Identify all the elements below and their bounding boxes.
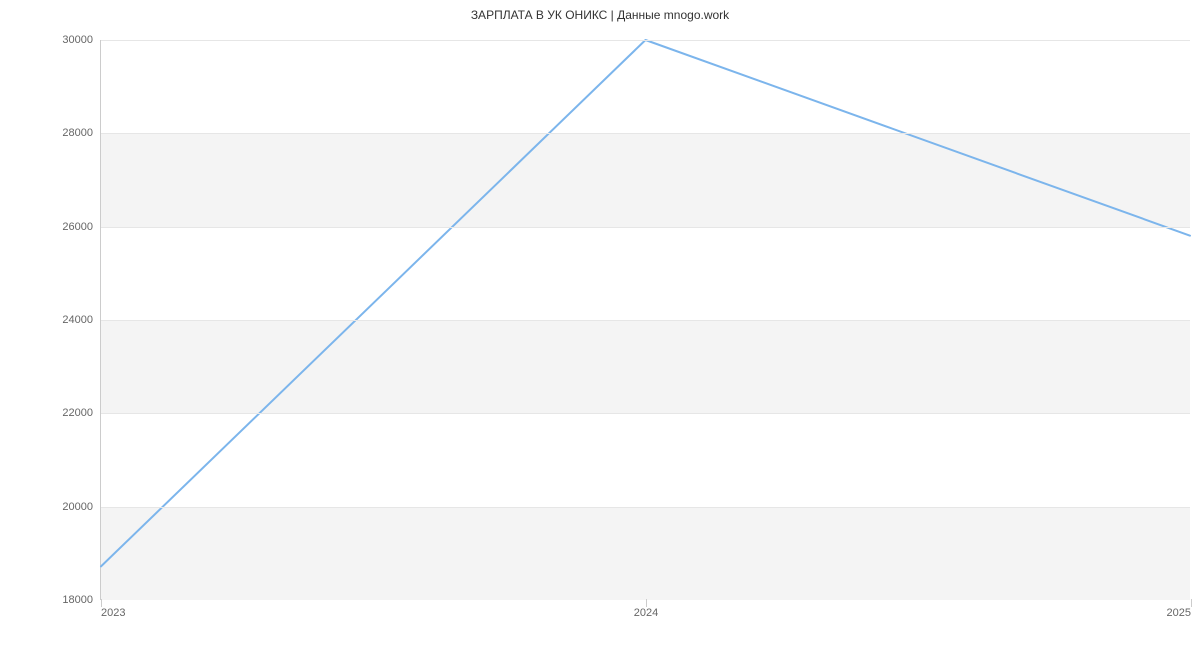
y-axis-label: 22000 [62, 407, 93, 419]
y-axis-label: 26000 [62, 221, 93, 233]
x-axis-label: 2024 [634, 607, 658, 619]
y-gridline [101, 413, 1190, 414]
x-axis-label: 2025 [1167, 607, 1191, 619]
y-axis-label: 28000 [62, 127, 93, 139]
y-gridline [101, 133, 1190, 134]
y-axis-label: 18000 [62, 594, 93, 606]
y-gridline [101, 320, 1190, 321]
x-tick [101, 599, 102, 607]
y-axis-label: 30000 [62, 34, 93, 46]
y-gridline [101, 40, 1190, 41]
y-gridline [101, 227, 1190, 228]
y-gridline [101, 507, 1190, 508]
y-axis-label: 24000 [62, 314, 93, 326]
series-path-salary [101, 40, 1190, 566]
x-axis-label: 2023 [101, 607, 125, 619]
chart-title: ЗАРПЛАТА В УК ОНИКС | Данные mnogo.work [0, 8, 1200, 22]
y-axis-label: 20000 [62, 501, 93, 513]
salary-line-chart: ЗАРПЛАТА В УК ОНИКС | Данные mnogo.work … [0, 0, 1200, 650]
x-tick [1191, 599, 1192, 607]
plot-area: 1800020000220002400026000280003000020232… [100, 40, 1190, 600]
x-tick [646, 599, 647, 607]
